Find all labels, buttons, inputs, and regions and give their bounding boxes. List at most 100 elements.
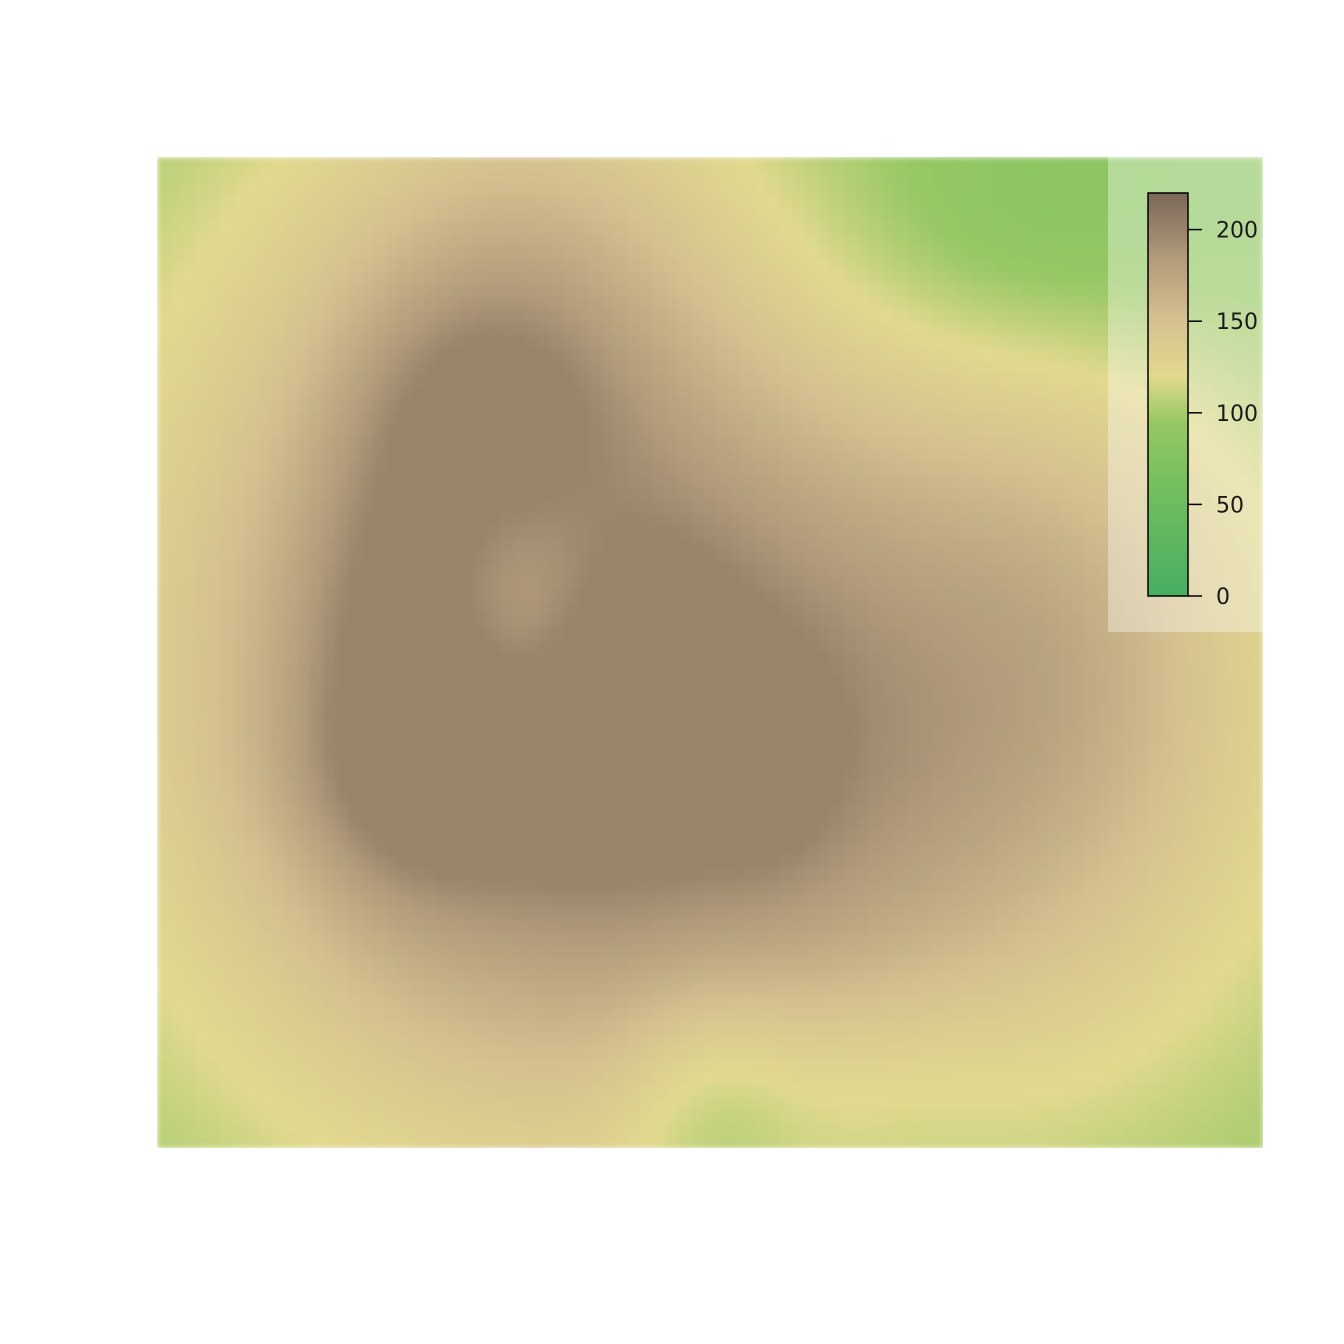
raster-cell [678, 182, 692, 196]
raster-cell [1008, 652, 1023, 666]
raster-cell [411, 195, 425, 209]
raster-cell [1135, 220, 1150, 234]
raster-cell [309, 652, 323, 666]
raster-cell [449, 588, 463, 603]
raster-cell [449, 296, 463, 311]
raster-cell [868, 855, 883, 870]
raster-cell [525, 512, 539, 527]
raster-cell [627, 652, 641, 666]
raster-cell [932, 207, 946, 222]
raster-cell [1021, 843, 1035, 857]
raster-cell [957, 474, 972, 488]
raster-cell [1034, 868, 1048, 882]
raster-cell [462, 588, 476, 603]
raster-cell [1008, 538, 1023, 552]
raster-cell [271, 182, 285, 196]
raster-cell [449, 550, 463, 565]
raster-cell [462, 665, 476, 679]
raster-cell [1046, 182, 1061, 196]
raster-cell [334, 182, 349, 196]
raster-cell [945, 690, 959, 704]
raster-cell [284, 665, 298, 679]
raster-cell [195, 779, 209, 793]
raster-cell [551, 703, 565, 717]
raster-cell [1224, 411, 1239, 425]
raster-cell [996, 385, 1010, 399]
raster-cell [309, 881, 323, 895]
raster-cell [665, 563, 679, 577]
raster-cell [1224, 322, 1239, 336]
raster-cell [843, 716, 857, 730]
raster-cell [258, 423, 273, 438]
raster-cell [729, 550, 743, 565]
raster-cell [932, 741, 946, 755]
raster-cell [652, 347, 667, 361]
raster-cell [894, 779, 908, 793]
raster-cell [538, 614, 552, 628]
raster-cell [767, 220, 781, 234]
raster-cell [907, 576, 921, 590]
raster-cell [373, 347, 387, 361]
raster-cell [284, 182, 298, 196]
raster-cell [1046, 677, 1061, 692]
raster-cell [945, 245, 959, 260]
raster-cell [1059, 449, 1073, 463]
raster-cell [589, 423, 603, 438]
raster-cell [983, 385, 997, 399]
raster-cell [322, 525, 336, 539]
raster-cell [640, 372, 654, 387]
raster-cell [716, 563, 730, 577]
raster-cell [398, 411, 412, 425]
raster-cell [957, 385, 972, 399]
raster-cell [665, 538, 679, 552]
raster-cell [182, 538, 196, 552]
raster-cell [258, 550, 273, 565]
raster-cell [601, 665, 616, 679]
raster-cell [652, 296, 667, 311]
raster-cell [805, 284, 819, 298]
raster-cell [487, 601, 501, 615]
raster-cell [1008, 169, 1023, 184]
raster-cell [373, 245, 387, 260]
raster-cell [271, 411, 285, 425]
raster-cell [1085, 639, 1099, 654]
raster-cell [1097, 741, 1112, 755]
raster-cell [652, 855, 667, 870]
raster-cell [703, 741, 717, 755]
raster-cell [652, 817, 667, 831]
raster-cell [741, 169, 756, 184]
raster-cell [347, 804, 361, 819]
raster-cell [996, 855, 1010, 870]
raster-cell [258, 207, 273, 222]
raster-cell [1186, 614, 1201, 628]
raster-cell [500, 449, 514, 463]
raster-cell [589, 271, 603, 285]
raster-cell [983, 804, 997, 819]
raster-cell [894, 309, 908, 323]
raster-cell [957, 817, 972, 831]
raster-cell [983, 817, 997, 831]
raster-cell [423, 233, 438, 247]
raster-cell [436, 728, 450, 743]
raster-cell [729, 474, 743, 488]
raster-cell [792, 830, 806, 844]
raster-cell [423, 512, 438, 527]
raster-cell [614, 347, 628, 361]
raster-cell [1161, 639, 1175, 654]
raster-cell [220, 487, 234, 501]
raster-cell [818, 258, 832, 272]
raster-cell [195, 563, 209, 577]
raster-cell [792, 309, 806, 323]
raster-cell [716, 741, 730, 755]
raster-cell [309, 195, 323, 209]
raster-cell [703, 220, 717, 234]
raster-cell [309, 207, 323, 222]
raster-cell [195, 830, 209, 844]
raster-cell [716, 372, 730, 387]
raster-cell [1224, 449, 1239, 463]
raster-cell [347, 690, 361, 704]
raster-cell [830, 563, 845, 577]
raster-cell [525, 741, 539, 755]
raster-cell [474, 652, 489, 666]
raster-cell [474, 207, 489, 222]
